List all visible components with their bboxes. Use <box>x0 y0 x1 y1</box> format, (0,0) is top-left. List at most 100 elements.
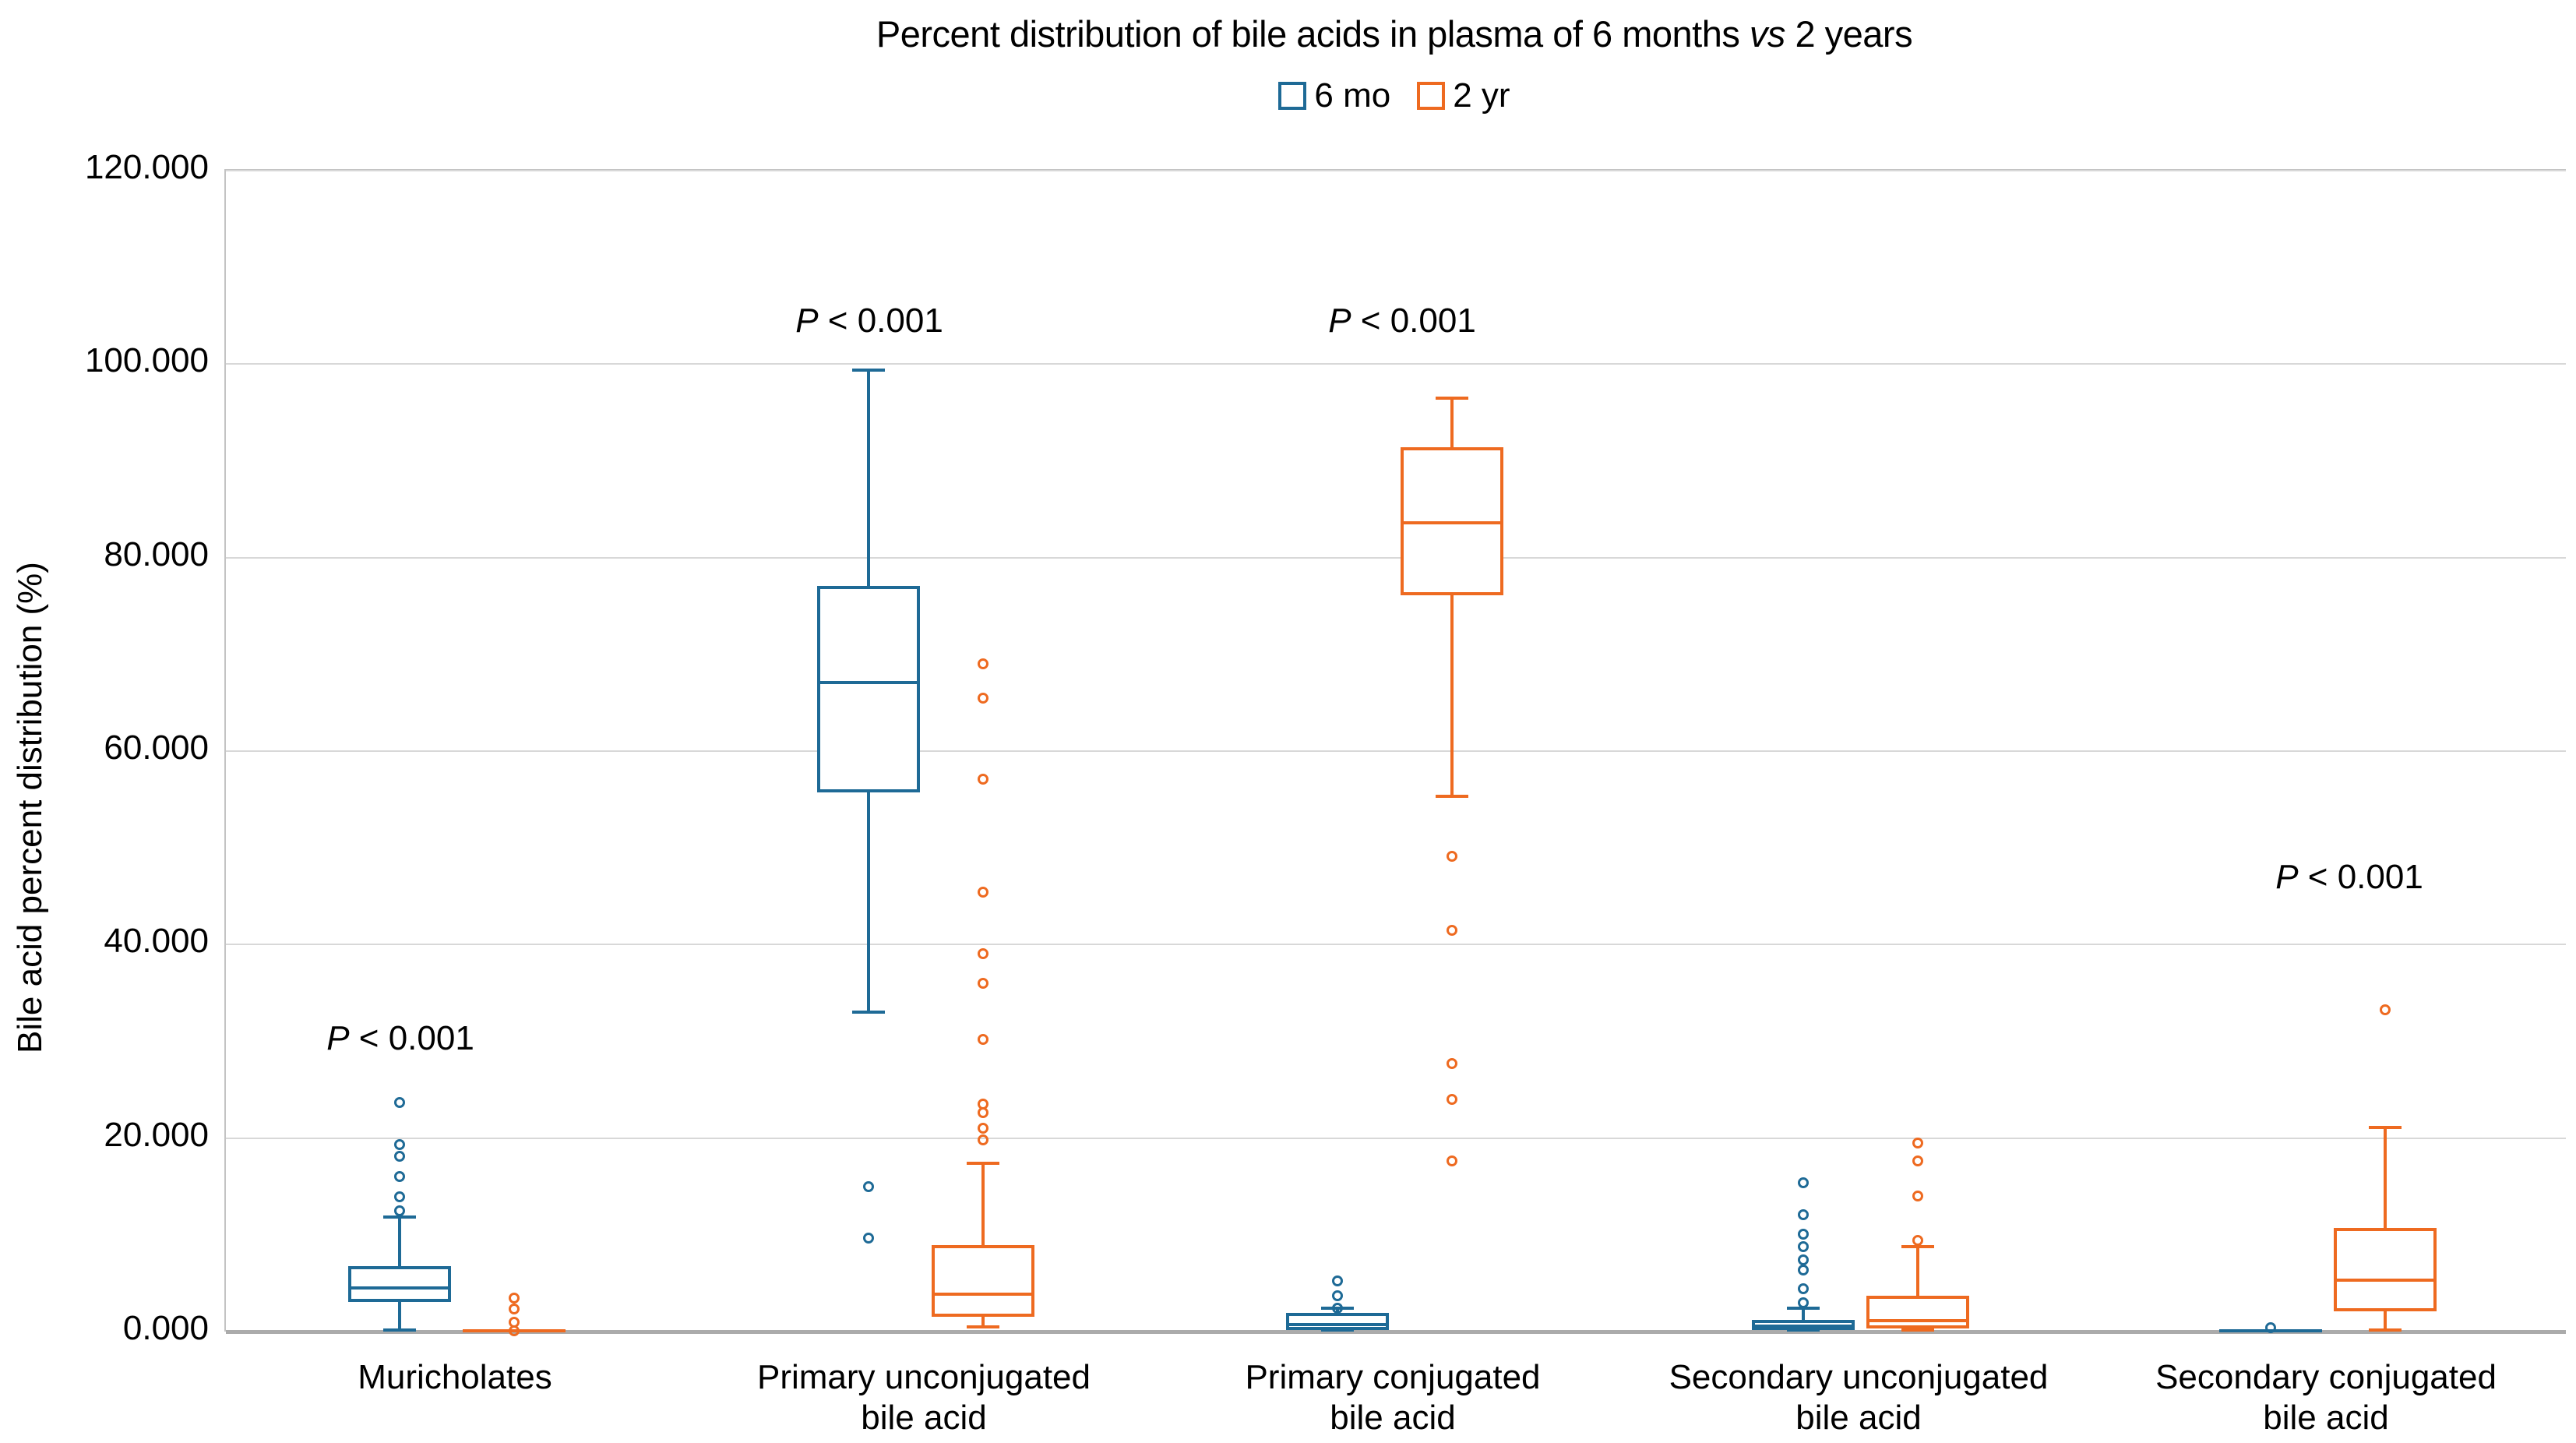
x-axis-label: Muricholates <box>198 1357 712 1398</box>
legend-swatch-6mo-icon <box>1278 82 1307 110</box>
legend-item-2yr: 2 yr <box>1417 76 1510 115</box>
x-axis-label-line: bile acid <box>1330 1399 1456 1437</box>
outlier-point-2yr <box>1446 1155 1457 1167</box>
outlier-point-6mo <box>862 1232 874 1244</box>
x-axis-label-line: Primary unconjugated <box>756 1358 1091 1396</box>
outlier-point-6mo <box>1797 1177 1809 1188</box>
upper-whisker-cap-2yr <box>966 1161 999 1165</box>
p-value-text: < 0.001 <box>1351 302 1476 340</box>
outlier-point-6mo <box>393 1151 405 1163</box>
outlier-point-6mo <box>2264 1322 2276 1334</box>
x-axis-label: Secondary unconjugated bile acid <box>1602 1357 2116 1438</box>
outlier-point-2yr <box>977 692 988 704</box>
y-tick-label: 40.000 <box>104 922 209 961</box>
outlier-point-2yr <box>1446 924 1457 936</box>
p-value-italic-p: P <box>795 302 819 340</box>
outlier-point-6mo <box>393 1205 405 1216</box>
lower-whisker-cap-2yr <box>1435 795 1468 799</box>
outlier-point-2yr <box>977 1099 988 1110</box>
lower-whisker-cap-2yr <box>966 1325 999 1328</box>
gridline <box>226 750 2566 752</box>
y-tick-label: 0.000 <box>122 1309 209 1347</box>
outlier-point-6mo <box>1797 1283 1809 1295</box>
upper-whisker-2yr <box>2383 1127 2387 1229</box>
y-tick-label: 80.000 <box>104 535 209 573</box>
lower-whisker-cap-6mo <box>851 1011 885 1014</box>
box-6mo <box>816 585 920 793</box>
chart-title: Percent distribution of bile acids in pl… <box>224 12 2564 55</box>
outlier-point-6mo <box>1331 1290 1343 1302</box>
legend: 6 mo 2 yr <box>224 76 2564 115</box>
upper-whisker-2yr <box>1450 397 1454 448</box>
x-axis-label-line: Secondary conjugated <box>2155 1358 2497 1396</box>
outlier-point-2yr <box>977 658 988 670</box>
p-value-italic-p: P <box>326 1019 350 1057</box>
outlier-point-6mo <box>1797 1254 1809 1266</box>
lower-whisker-cap-6mo <box>382 1328 416 1332</box>
outlier-point-2yr <box>1912 1191 1923 1202</box>
lower-whisker-2yr <box>1450 595 1454 797</box>
outlier-point-2yr <box>1446 1094 1457 1105</box>
p-value-text: < 0.001 <box>818 302 943 340</box>
outlier-point-2yr <box>1912 1137 1923 1148</box>
box-2yr <box>1866 1296 1969 1329</box>
lower-whisker-cap-2yr <box>1901 1328 1934 1332</box>
median-line-2yr <box>1866 1319 1969 1323</box>
p-value-italic-p: P <box>2275 858 2299 896</box>
gridline <box>226 170 2566 171</box>
lower-whisker-cap-6mo <box>1320 1328 1354 1332</box>
p-value-annotation: P < 0.001 <box>2092 858 2576 897</box>
median-line-6mo <box>347 1286 451 1290</box>
lower-whisker-2yr <box>2383 1311 2387 1330</box>
median-line-2yr <box>1400 520 1503 524</box>
outlier-point-2yr <box>508 1304 520 1315</box>
x-axis-label-line: bile acid <box>1795 1399 1922 1437</box>
upper-whisker-cap-6mo <box>851 368 885 372</box>
p-value-annotation: P < 0.001 <box>612 302 1126 340</box>
plot-area <box>224 169 2566 1336</box>
outlier-point-2yr <box>1446 851 1457 863</box>
outlier-point-6mo <box>1797 1240 1809 1252</box>
upper-whisker-6mo <box>866 369 870 586</box>
outlier-point-6mo <box>393 1191 405 1203</box>
upper-whisker-cap-6mo <box>1786 1307 1820 1311</box>
median-line-6mo <box>1285 1323 1389 1327</box>
outlier-point-6mo <box>1331 1275 1343 1287</box>
lower-whisker-6mo <box>866 792 870 1013</box>
x-axis-label: Primary conjugated bile acid <box>1136 1357 1650 1438</box>
x-axis-label-line: bile acid <box>2263 1399 2389 1437</box>
gridline <box>226 556 2566 559</box>
x-axis-label-line: Secondary unconjugated <box>1669 1358 2049 1396</box>
upper-whisker-cap-2yr <box>1435 396 1468 400</box>
outlier-point-2yr <box>508 1292 520 1304</box>
gridline <box>226 363 2566 365</box>
y-tick-label: 120.000 <box>84 148 209 186</box>
x-axis-label-line: Muricholates <box>358 1358 552 1396</box>
box-6mo <box>347 1265 451 1302</box>
gridline <box>226 1137 2566 1139</box>
outlier-point-6mo <box>862 1180 874 1192</box>
upper-whisker-6mo <box>1801 1308 1805 1321</box>
outlier-point-2yr <box>977 1034 988 1046</box>
legend-swatch-2yr-icon <box>1417 82 1446 110</box>
p-value-italic-p: P <box>1328 302 1351 340</box>
upper-whisker-cap-6mo <box>382 1215 416 1219</box>
median-line-6mo <box>816 680 920 684</box>
outlier-point-6mo <box>1797 1264 1809 1275</box>
outlier-point-6mo <box>1797 1228 1809 1240</box>
upper-whisker-2yr <box>981 1163 985 1246</box>
x-axis-label: Secondary conjugated bile acid <box>2069 1357 2576 1438</box>
outlier-point-6mo <box>393 1171 405 1183</box>
y-tick-label: 60.000 <box>104 729 209 767</box>
outlier-point-6mo <box>1331 1303 1343 1314</box>
lower-whisker-2yr <box>981 1317 985 1327</box>
outlier-point-6mo <box>393 1139 405 1151</box>
outlier-point-2yr <box>508 1316 520 1328</box>
legend-label-6mo: 6 mo <box>1314 76 1391 115</box>
chart-title-vs: vs <box>1749 13 1786 55</box>
x-axis-line <box>226 1330 2566 1334</box>
outlier-point-2yr <box>977 774 988 785</box>
p-value-annotation: P < 0.001 <box>1145 302 1659 340</box>
upper-whisker-cap-2yr <box>2368 1126 2402 1129</box>
